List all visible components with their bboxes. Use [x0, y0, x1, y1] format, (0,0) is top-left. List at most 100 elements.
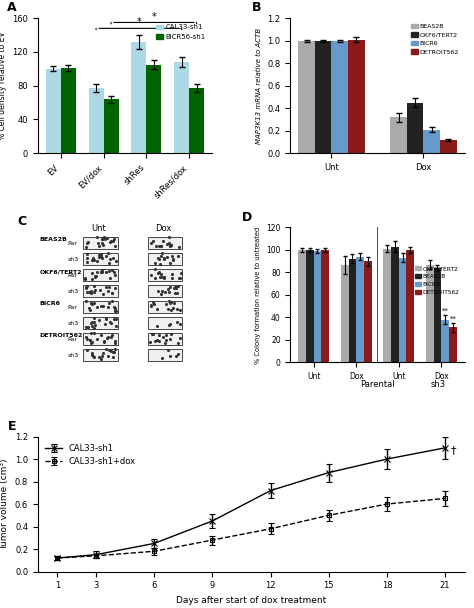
- Bar: [348, 259, 356, 362]
- Point: [166, 319, 173, 329]
- Point: [158, 353, 165, 363]
- Point: [177, 274, 184, 283]
- Point: [104, 303, 111, 313]
- Point: [93, 334, 100, 344]
- Point: [106, 317, 114, 326]
- Point: [147, 270, 155, 280]
- Point: [86, 335, 93, 345]
- Point: [87, 299, 95, 308]
- FancyBboxPatch shape: [147, 269, 182, 281]
- Point: [100, 232, 108, 242]
- Point: [99, 302, 106, 311]
- Point: [166, 258, 174, 268]
- FancyBboxPatch shape: [83, 285, 118, 297]
- Point: [99, 348, 107, 358]
- Point: [170, 283, 178, 293]
- Point: [173, 288, 181, 298]
- FancyBboxPatch shape: [147, 253, 182, 265]
- Point: [158, 286, 166, 296]
- Text: Unt: Unt: [91, 224, 106, 233]
- Point: [168, 274, 175, 283]
- Point: [95, 252, 102, 262]
- Point: [112, 306, 119, 316]
- Text: Par: Par: [67, 337, 77, 342]
- Point: [112, 314, 120, 323]
- Point: [94, 238, 102, 247]
- Legend: CAL33-sh1, BICR56-sh1: CAL33-sh1, BICR56-sh1: [153, 22, 209, 43]
- Point: [154, 253, 162, 263]
- Point: [98, 234, 106, 244]
- Point: [88, 321, 96, 331]
- Point: [110, 267, 118, 277]
- Point: [165, 232, 173, 242]
- Point: [82, 333, 90, 342]
- Point: [100, 337, 108, 347]
- Point: [101, 319, 109, 329]
- Point: [107, 273, 114, 283]
- Legend: CAL33-sh1, CAL33-sh1+dox: CAL33-sh1, CAL33-sh1+dox: [42, 441, 139, 469]
- Point: [160, 253, 167, 263]
- Point: [159, 333, 167, 342]
- Point: [98, 253, 106, 263]
- Point: [86, 305, 94, 315]
- Point: [173, 304, 181, 314]
- Point: [157, 269, 164, 279]
- Point: [88, 337, 95, 347]
- Point: [109, 288, 116, 297]
- Text: DETROIT562: DETROIT562: [40, 333, 83, 338]
- Point: [106, 237, 114, 247]
- Point: [83, 345, 91, 354]
- Point: [149, 329, 157, 339]
- Point: [88, 274, 95, 284]
- Point: [174, 338, 182, 348]
- Legend: OKF6/TERT2, BEAS2B, BICR6, DETROIT562: OKF6/TERT2, BEAS2B, BICR6, DETROIT562: [412, 264, 462, 298]
- Text: †: †: [451, 446, 456, 455]
- Point: [165, 320, 173, 330]
- Point: [83, 238, 91, 247]
- Text: Par: Par: [67, 273, 77, 278]
- Point: [88, 317, 95, 327]
- Point: [171, 288, 179, 298]
- Point: [167, 305, 174, 315]
- Bar: [189, 88, 204, 153]
- Bar: [315, 41, 331, 153]
- FancyBboxPatch shape: [83, 333, 118, 345]
- Text: C: C: [17, 215, 26, 228]
- Point: [97, 268, 105, 277]
- Bar: [146, 64, 161, 153]
- Point: [91, 272, 99, 282]
- FancyBboxPatch shape: [147, 285, 182, 297]
- Point: [112, 321, 120, 331]
- Text: *: *: [152, 12, 156, 22]
- Bar: [321, 250, 329, 362]
- Text: A: A: [7, 1, 16, 15]
- Point: [95, 315, 103, 325]
- Text: sh3: sh3: [431, 379, 446, 389]
- Point: [167, 240, 175, 250]
- Point: [84, 237, 91, 246]
- Point: [157, 251, 165, 261]
- Point: [98, 265, 106, 275]
- Point: [176, 306, 184, 316]
- Point: [155, 336, 163, 345]
- Point: [106, 254, 114, 263]
- Point: [112, 257, 119, 266]
- Point: [90, 286, 98, 296]
- Point: [160, 254, 167, 264]
- Point: [102, 313, 110, 323]
- Point: [156, 272, 164, 282]
- Point: [108, 288, 116, 298]
- Point: [93, 233, 101, 243]
- Text: **: **: [442, 308, 448, 314]
- FancyBboxPatch shape: [147, 237, 182, 249]
- Point: [151, 336, 159, 345]
- Point: [152, 241, 160, 251]
- Bar: [406, 250, 414, 362]
- Y-axis label: % Colony formation relative to untreated: % Colony formation relative to untreated: [255, 226, 261, 364]
- Point: [173, 351, 180, 361]
- Point: [107, 236, 115, 246]
- Point: [110, 347, 118, 357]
- Point: [164, 285, 172, 294]
- Point: [154, 286, 162, 295]
- Point: [102, 267, 110, 277]
